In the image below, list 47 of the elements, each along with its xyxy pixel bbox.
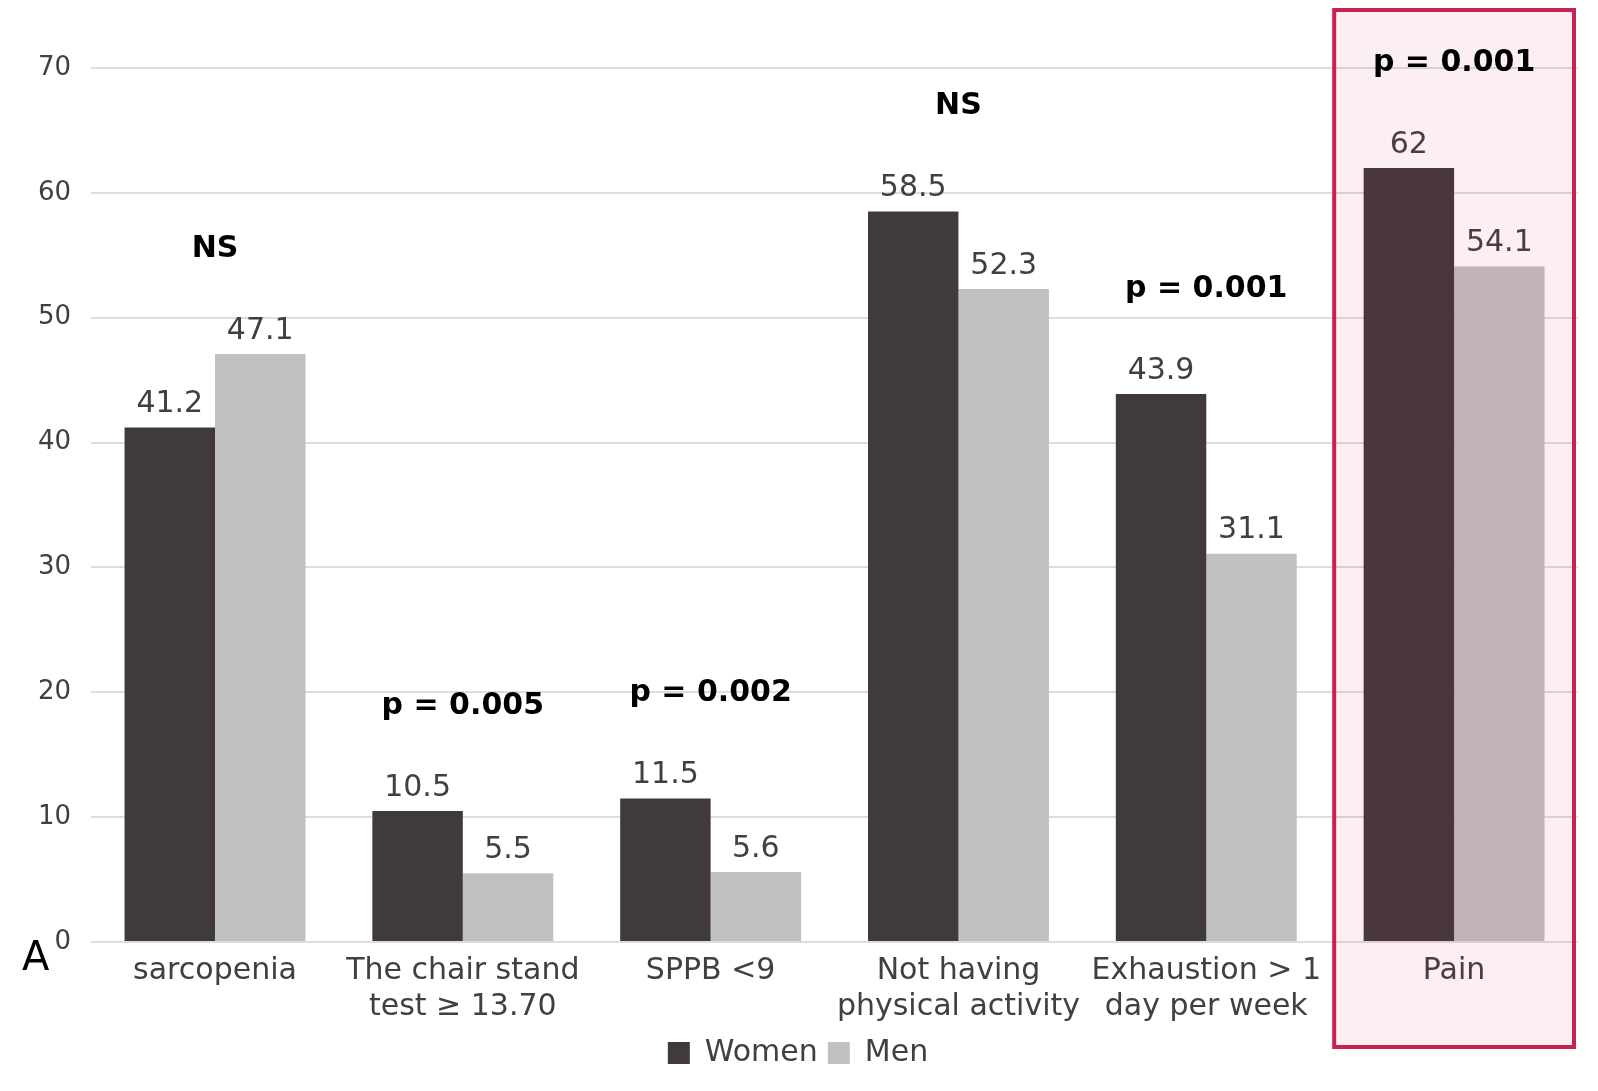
bar [620,798,711,941]
bar [1206,553,1297,941]
annotation: p = 0.002 [629,673,792,709]
y-tick-label: 60 [37,175,72,206]
data-label: 31.1 [1218,510,1285,546]
data-label: 41.2 [136,384,204,420]
bar [1454,266,1545,941]
data-label: 47.1 [226,310,294,346]
y-tick-label: 10 [37,799,72,830]
x-tick-label: sarcopenia [133,950,297,986]
y-tick-label: 50 [37,300,72,331]
x-tick-label: Exhaustion > 1 day per week [1091,950,1322,1022]
data-label: 11.5 [632,755,699,791]
bar [372,810,463,941]
x-tick-label: SPPB <9 [645,950,776,986]
bar [868,211,959,941]
text: A [22,933,50,979]
data-label: 52.3 [970,245,1038,281]
annotation: p = 0.001 [1372,42,1536,78]
x-tick-label: Not having physical activity [836,950,1081,1022]
bar [214,353,306,941]
legend-label: Women [704,1032,818,1068]
data-label: 5.6 [732,828,780,864]
x-tick-label: Pain [1422,950,1486,986]
x-tick-label: The chair stand test ≥ 13.70 [345,950,580,1022]
bar [958,289,1049,941]
annotation: NS [191,228,239,264]
y-tick-label: 40 [37,425,72,456]
bar [1115,393,1207,941]
bar [462,873,554,941]
data-label: 5.5 [484,830,532,866]
data-label: 58.5 [879,168,947,204]
y-tick-label: 0 [54,924,72,955]
legend-label: Men [864,1032,929,1068]
data-label: 43.9 [1127,350,1195,386]
y-tick-label: 30 [37,550,72,581]
bar [124,427,215,941]
annotation: p = 0.001 [1125,268,1288,304]
data-label: 54.1 [1465,223,1533,259]
data-label: 10.5 [384,767,451,803]
bar [1363,167,1455,941]
data-label: 62 [1389,124,1428,160]
annotation: p = 0.005 [381,685,545,721]
bar [710,872,802,941]
annotation: NS [935,86,982,122]
y-tick-label: 20 [37,675,72,706]
y-tick-label: 70 [37,50,72,81]
